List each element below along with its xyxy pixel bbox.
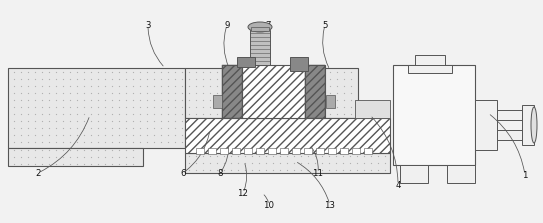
Bar [8, 148, 143, 166]
Bar [415, 55, 445, 67]
Bar [355, 100, 390, 118]
Bar [497, 110, 522, 120]
Bar [304, 148, 312, 154]
Text: 7: 7 [265, 21, 271, 29]
Text: 4: 4 [395, 180, 401, 190]
Bar [340, 148, 348, 154]
Text: 12: 12 [237, 188, 249, 198]
Bar [242, 65, 305, 118]
Text: 13: 13 [325, 200, 336, 209]
Bar [256, 148, 264, 154]
Bar [213, 95, 222, 108]
Bar [316, 148, 324, 154]
Bar [208, 148, 216, 154]
Bar [196, 148, 204, 154]
Bar [222, 65, 242, 118]
Bar [305, 65, 325, 118]
Bar [250, 30, 270, 65]
Bar [280, 148, 288, 154]
Ellipse shape [531, 107, 537, 143]
Bar [220, 148, 228, 154]
Text: 10: 10 [263, 200, 275, 209]
Bar [251, 27, 269, 31]
Bar [408, 65, 452, 73]
Text: 1: 1 [522, 171, 528, 180]
Text: 8: 8 [217, 169, 223, 178]
Bar [222, 65, 242, 118]
Bar [400, 165, 428, 183]
Bar [328, 148, 336, 154]
Text: 5: 5 [322, 21, 328, 29]
Bar [364, 148, 372, 154]
Bar [185, 118, 390, 153]
Bar [232, 148, 240, 154]
Bar [326, 95, 335, 108]
Bar [244, 148, 252, 154]
Bar [185, 153, 390, 173]
Bar [305, 65, 325, 118]
Bar [8, 68, 185, 148]
Ellipse shape [248, 22, 272, 32]
Bar [522, 105, 534, 145]
Text: 2: 2 [35, 169, 41, 178]
Bar [290, 57, 308, 71]
Bar [185, 68, 240, 118]
Bar [352, 148, 360, 154]
Bar [292, 148, 300, 154]
Bar [393, 65, 475, 165]
Text: 6: 6 [180, 169, 186, 178]
Bar [497, 130, 522, 140]
Bar [237, 57, 255, 67]
Bar [298, 68, 358, 118]
Bar [475, 100, 497, 150]
Text: 3: 3 [145, 21, 151, 29]
Bar [268, 148, 276, 154]
Bar [447, 165, 475, 183]
Text: 11: 11 [313, 169, 324, 178]
Text: 9: 9 [224, 21, 230, 29]
